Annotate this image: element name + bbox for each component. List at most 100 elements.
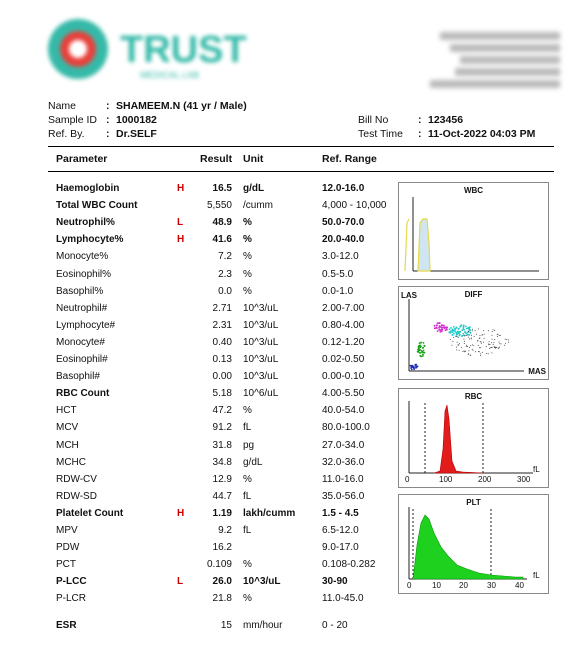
param-name: P-LCC — [56, 576, 87, 588]
diff-cell-dot — [423, 344, 426, 347]
diff-cell-dot — [491, 334, 493, 336]
unit: % — [243, 593, 252, 605]
diff-cell-dot — [487, 353, 489, 355]
diff-cell-dot — [422, 353, 424, 356]
diff-cell-dot — [495, 346, 497, 348]
diff-cell-dot — [459, 343, 460, 345]
diff-cell-dot — [464, 325, 467, 328]
diff-cell-dot — [451, 329, 454, 332]
param-name: ESR — [56, 619, 77, 631]
diff-y-label: LAS — [401, 291, 417, 300]
diff-cell-dot — [416, 365, 419, 368]
diff-cell-dot — [486, 352, 488, 354]
diff-cell-dot — [466, 333, 469, 336]
unit: fL — [243, 422, 252, 434]
result-value: 0.00 — [212, 371, 232, 383]
diff-cell-dot — [455, 327, 458, 329]
diff-cell-dot — [410, 368, 413, 371]
diff-cell-dot — [456, 333, 459, 335]
ref-range: 1.5 - 4.5 — [322, 507, 359, 519]
diff-cell-dot — [451, 344, 453, 346]
diff-cell-dot — [440, 330, 443, 333]
diff-cell-dot — [478, 351, 479, 353]
diff-cell-dot — [464, 351, 466, 353]
unit: lakh/cumm — [243, 507, 296, 519]
ref-range: 6.5-12.0 — [322, 525, 359, 536]
diff-cell-dot — [467, 354, 469, 355]
diff-cell-dot — [468, 346, 470, 348]
diff-cell-dot — [422, 342, 425, 344]
result-value: 34.8 — [212, 456, 232, 468]
rbc-tick-100: 100 — [439, 475, 453, 484]
unit: 10^6/uL — [243, 388, 279, 400]
diff-cell-dot — [449, 339, 451, 341]
unit: fL — [243, 490, 252, 502]
diff-cell-dot — [468, 350, 470, 352]
logo-text: TRUST — [120, 29, 247, 71]
diff-cell-dot — [453, 332, 455, 335]
divider-header — [48, 171, 554, 172]
diff-cell-dot — [455, 346, 457, 348]
diff-cell-dot — [413, 368, 415, 371]
diff-cell-dot — [469, 338, 471, 340]
diff-cell-dot — [491, 342, 493, 344]
param-name: Total WBC Count — [56, 200, 138, 212]
diff-cell-dot — [489, 343, 491, 345]
diff-cell-dot — [438, 327, 440, 329]
unit: % — [243, 234, 252, 246]
diff-cell-dot — [443, 327, 446, 330]
ref-range: 0.108-0.282 — [322, 559, 376, 571]
header-range: Ref. Range — [322, 153, 377, 165]
diff-cell-dot — [491, 331, 493, 333]
ref-by-value: Dr.SELF — [116, 128, 157, 140]
diff-cell-dot — [494, 339, 496, 341]
result-value: 16.2 — [212, 542, 232, 554]
result-value: 0.109 — [206, 559, 232, 571]
diff-cell-dot — [452, 326, 455, 328]
divider-top — [48, 146, 554, 147]
diff-cell-dot — [483, 333, 485, 335]
diff-cell-dot — [478, 351, 480, 353]
unit: % — [243, 473, 252, 485]
diff-cell-dot — [475, 351, 477, 353]
unit: mm/hour — [243, 619, 283, 631]
plt-tick-0: 0 — [407, 581, 412, 590]
diff-cell-dot — [488, 330, 490, 332]
diff-cell-dot — [473, 345, 475, 347]
diff-cell-dot — [463, 350, 465, 352]
result-value: 2.3 — [218, 268, 232, 280]
unit: % — [243, 405, 252, 417]
param-name: MCHC — [56, 456, 86, 468]
rbc-unit: fL — [533, 465, 540, 474]
diff-cell-dot — [470, 354, 472, 356]
unit: 10^3/uL — [243, 319, 279, 331]
param-name: Monocyte# — [56, 336, 105, 348]
diff-cell-dot — [419, 352, 422, 354]
diff-cell-dot — [469, 329, 471, 331]
result-value: 26.0 — [212, 576, 232, 588]
diff-cell-dot — [443, 324, 445, 327]
rbc-tick-300: 300 — [517, 475, 531, 484]
diff-cell-dot — [453, 336, 455, 338]
diff-cell-dot — [482, 334, 483, 336]
diff-cell-dot — [422, 349, 425, 352]
diff-cell-dot — [475, 333, 477, 335]
unit: 10^3/uL — [243, 354, 279, 365]
diff-cell-dot — [455, 336, 457, 337]
diff-cell-dot — [505, 342, 506, 344]
diff-cell-dot — [453, 329, 456, 332]
flag: L — [177, 217, 184, 229]
diff-cell-dot — [496, 346, 498, 348]
diff-cell-dot — [441, 328, 444, 331]
result-value: 0.40 — [212, 336, 232, 348]
param-name: Platelet Count — [56, 507, 124, 519]
colon: : — [106, 100, 110, 112]
diff-cell-dot — [470, 337, 472, 339]
result-value: 2.31 — [212, 319, 232, 331]
ref-range: 40.0-54.0 — [322, 405, 365, 417]
diff-cell-dot — [456, 335, 458, 338]
diff-cell-dot — [479, 347, 481, 349]
table-row: MCH 31.8 pg 27.0-34.0 — [0, 440, 576, 457]
result-value: 91.2 — [212, 422, 232, 434]
table-row: PCT 0.109% 0.108-0.282 — [0, 559, 576, 576]
